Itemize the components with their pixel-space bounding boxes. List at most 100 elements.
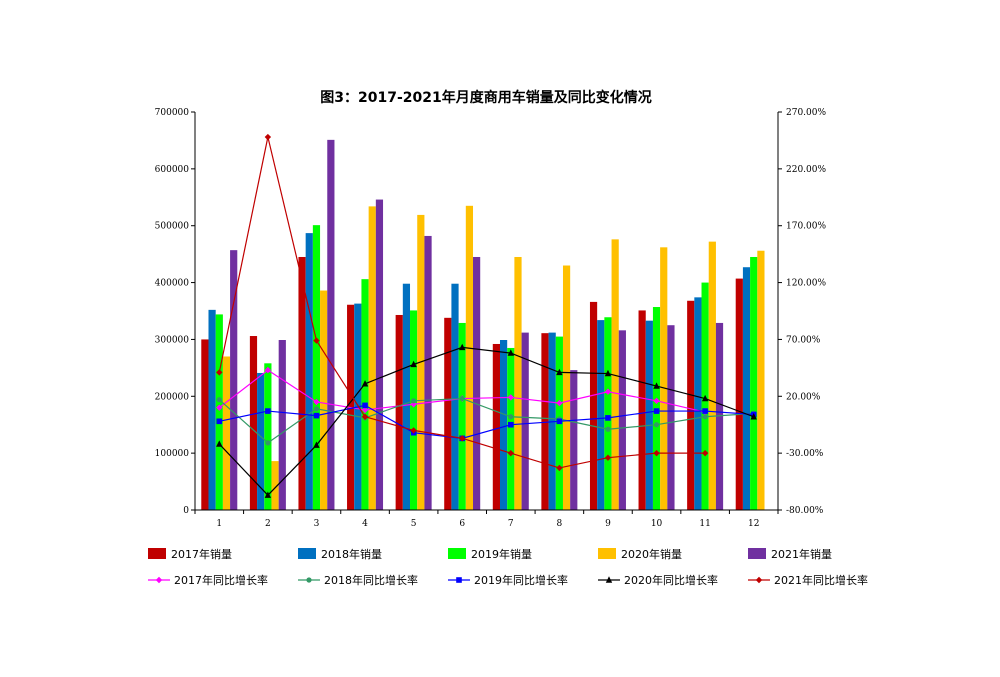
line-point bbox=[459, 435, 466, 442]
legend-item-line: 2017年同比增长率 bbox=[148, 573, 268, 587]
line-point bbox=[361, 380, 369, 387]
line-point bbox=[702, 408, 708, 414]
line-point bbox=[265, 408, 271, 414]
bar bbox=[570, 370, 578, 510]
legend-item-line: 2020年同比增长率 bbox=[598, 573, 718, 587]
line-point bbox=[264, 491, 272, 498]
bar-series-3 bbox=[215, 225, 758, 510]
right-tick-label: 120.00% bbox=[786, 279, 826, 289]
bar bbox=[320, 290, 328, 510]
x-tick-label: 8 bbox=[557, 519, 563, 529]
bar bbox=[249, 336, 258, 510]
legend-item-bar: 2017年销量 bbox=[148, 547, 232, 561]
right-tick-label: 70.00% bbox=[786, 335, 821, 345]
bar bbox=[424, 235, 432, 510]
line-point bbox=[702, 414, 708, 420]
bar bbox=[402, 283, 411, 510]
line-point bbox=[653, 382, 660, 389]
legend-item-bar: 2018年销量 bbox=[298, 547, 382, 561]
line-point bbox=[216, 440, 223, 447]
bar bbox=[278, 340, 286, 510]
bar bbox=[597, 320, 605, 510]
line-point bbox=[410, 360, 417, 368]
bar bbox=[312, 225, 321, 510]
bar bbox=[742, 267, 751, 510]
left-tick-label: 600000 bbox=[155, 165, 190, 175]
right-tick-label: -80.00% bbox=[786, 506, 824, 516]
bar bbox=[708, 241, 716, 510]
x-tick-label: 1 bbox=[216, 519, 222, 529]
legend-item-bar: 2021年销量 bbox=[748, 547, 832, 561]
legend-item-bar: 2020年销量 bbox=[598, 547, 682, 561]
bar bbox=[444, 317, 452, 510]
x-tick-label: 4 bbox=[362, 519, 368, 529]
left-tick-label: 100000 bbox=[155, 449, 190, 459]
line-point bbox=[653, 422, 660, 428]
line-point bbox=[411, 398, 417, 404]
bar bbox=[361, 279, 369, 510]
legend-label: 2019年销量 bbox=[471, 547, 532, 561]
line-point bbox=[556, 418, 563, 425]
line-point bbox=[556, 464, 563, 472]
line-point bbox=[216, 397, 222, 403]
legend: 2017年销量 2018年销量 2019年销量 2020年销量 2021年销量 2017年… bbox=[148, 547, 868, 587]
line-point bbox=[653, 449, 660, 457]
series-line bbox=[218, 346, 754, 497]
line-point bbox=[701, 449, 709, 457]
line-point bbox=[313, 412, 320, 419]
line-series-5 bbox=[216, 133, 709, 472]
bar bbox=[473, 256, 481, 510]
line-point bbox=[556, 399, 563, 407]
bar-series-5 bbox=[230, 139, 724, 511]
line-point bbox=[410, 427, 417, 434]
x-tick-label: 10 bbox=[651, 519, 663, 529]
legend-label: 2017年同比增长率 bbox=[174, 573, 268, 587]
bar bbox=[589, 301, 598, 510]
bar bbox=[375, 199, 384, 510]
bar bbox=[604, 317, 612, 510]
legend-label: 2018年销量 bbox=[321, 547, 382, 561]
legend-label: 2021年同比增长率 bbox=[774, 573, 868, 587]
line-point bbox=[508, 414, 514, 420]
series-line bbox=[219, 404, 754, 439]
legend-item-line: 2018年同比增长率 bbox=[298, 573, 418, 587]
line-point bbox=[604, 388, 612, 395]
line-point bbox=[155, 576, 163, 584]
line-point bbox=[604, 454, 612, 461]
line-point bbox=[507, 349, 514, 356]
bar bbox=[395, 314, 403, 510]
x-tick-label: 11 bbox=[699, 519, 710, 529]
x-tick-label: 3 bbox=[314, 519, 320, 529]
line-point bbox=[313, 398, 320, 406]
left-tick-label: 400000 bbox=[155, 279, 190, 289]
bar bbox=[541, 333, 549, 510]
bar bbox=[215, 314, 223, 510]
bar bbox=[298, 256, 306, 510]
bar bbox=[257, 372, 265, 510]
bar-series-4 bbox=[222, 205, 765, 511]
legend-swatch bbox=[598, 548, 616, 559]
plot-area bbox=[201, 133, 765, 511]
line-point bbox=[216, 369, 223, 376]
line-point bbox=[507, 421, 514, 428]
line-point bbox=[605, 415, 611, 421]
legend-label: 2020年销量 bbox=[621, 547, 682, 561]
legend-item-line: 2021年同比增长率 bbox=[748, 573, 868, 587]
legend-swatch bbox=[448, 548, 466, 559]
bar bbox=[492, 343, 500, 510]
bar bbox=[327, 139, 335, 511]
bar bbox=[465, 205, 474, 510]
x-tick-label: 12 bbox=[748, 519, 759, 529]
line-point bbox=[653, 397, 660, 405]
bar bbox=[271, 461, 279, 510]
bar bbox=[618, 330, 626, 510]
line-point bbox=[216, 418, 223, 425]
bar bbox=[750, 256, 758, 510]
bar bbox=[694, 297, 702, 510]
line-point bbox=[361, 406, 369, 414]
line-point bbox=[605, 426, 611, 432]
bar bbox=[645, 320, 653, 510]
legend-label: 2017年销量 bbox=[171, 547, 232, 561]
bar bbox=[222, 356, 231, 510]
x-tick-label: 7 bbox=[508, 519, 514, 529]
